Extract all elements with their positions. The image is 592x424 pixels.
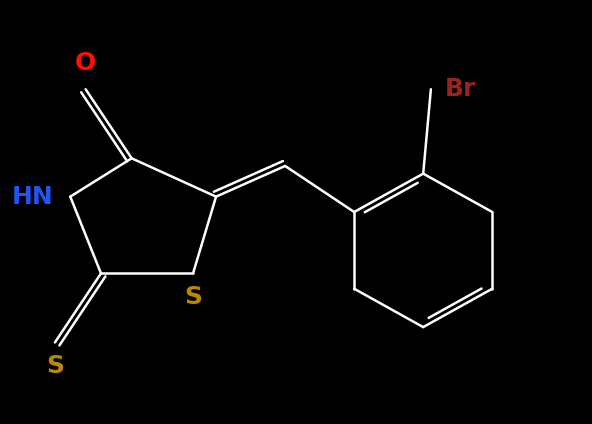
- Text: Br: Br: [445, 77, 476, 101]
- Text: S: S: [46, 354, 64, 378]
- Text: O: O: [75, 51, 96, 75]
- Text: S: S: [184, 285, 202, 309]
- Text: HN: HN: [12, 185, 53, 209]
